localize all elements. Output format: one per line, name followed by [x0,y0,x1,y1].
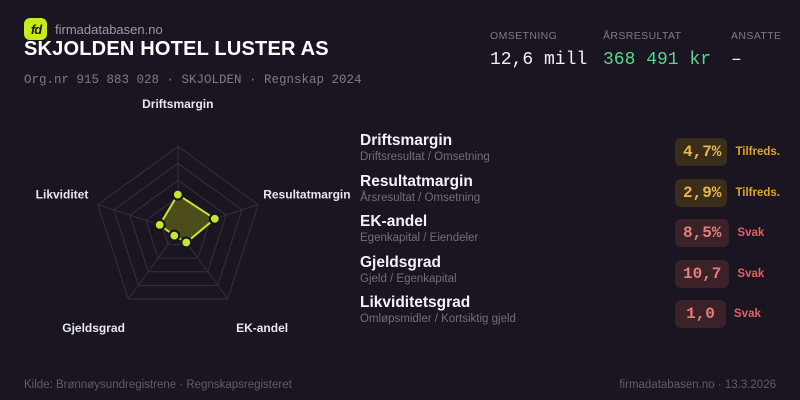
svg-text:Resultatmargin: Resultatmargin [263,188,350,202]
svg-text:Likviditet: Likviditet [36,188,89,202]
svg-text:Gjeldsgrad: Gjeldsgrad [62,321,125,335]
svg-text:EK-andel: EK-andel [236,321,288,335]
svg-text:Driftsmargin: Driftsmargin [142,97,213,111]
